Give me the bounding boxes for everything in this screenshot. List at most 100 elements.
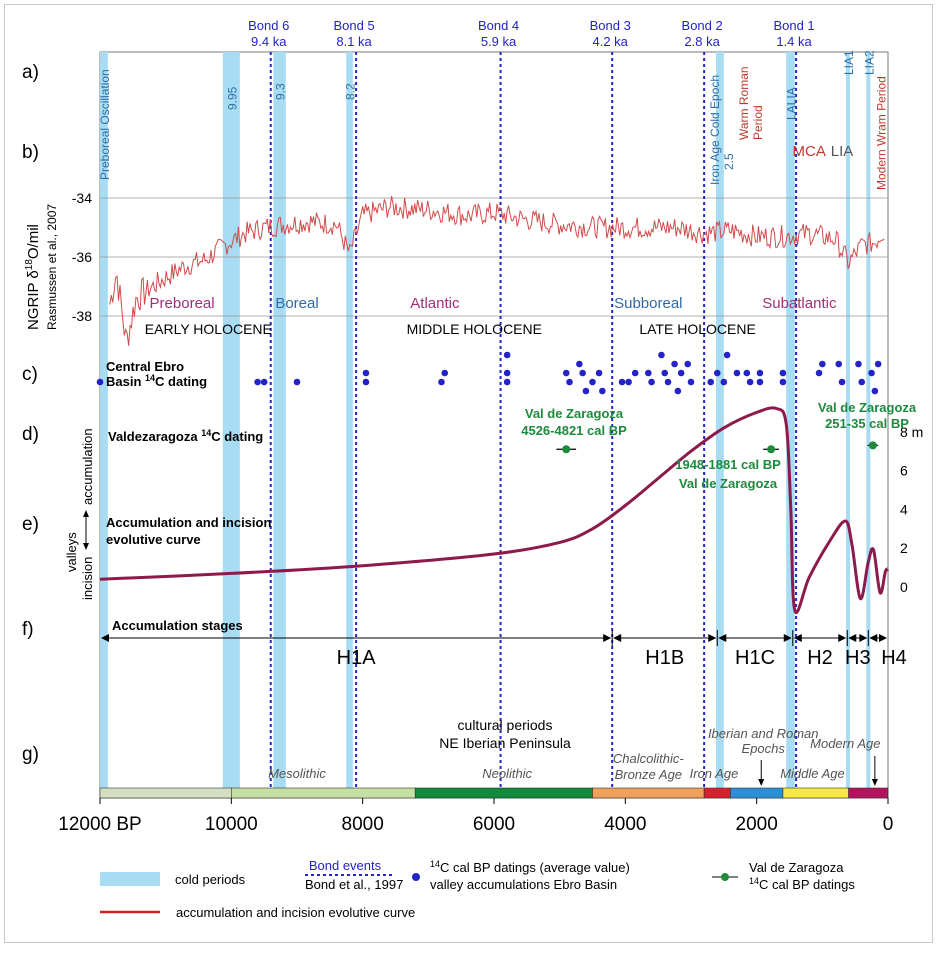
cold-period-label: Iron Age Cold Epoch: [708, 75, 722, 185]
row-letter: c): [22, 364, 38, 385]
cold-period-label: LIA1: [842, 50, 856, 75]
ebro-dating-point: [503, 369, 511, 377]
vz-label: 251-35 cal BP: [825, 416, 909, 431]
stage-arrow-head: [718, 634, 727, 642]
bond-event-name: Bond 1: [773, 18, 814, 33]
legend-ebro-marker: [412, 873, 420, 881]
ebro-dating-point: [645, 369, 652, 377]
cold-period-label: 9.3: [274, 83, 288, 100]
legend-c14-line2: valley accumulations Ebro Basin: [430, 877, 617, 892]
ebro-dating-point: [438, 378, 445, 386]
x-axis-tick-label: 2000: [736, 814, 778, 835]
bond-event-age: 4.2 ka: [592, 34, 628, 49]
x-axis-tick-label: 4000: [604, 814, 646, 835]
ebro-dating-point: [746, 378, 754, 386]
accumulation-curve-line: [99, 406, 890, 615]
stage-label: H1A: [337, 647, 377, 669]
stage-label: H3: [845, 647, 871, 669]
period-annotation: LIA: [831, 143, 854, 160]
ebro-dating-point: [576, 360, 583, 368]
axis-label-incision: incision: [80, 557, 95, 600]
vz-label: 1948-1881 cal BP: [675, 457, 781, 472]
legend-bond-title: Bond events: [309, 858, 382, 873]
ebro-dating-point: [441, 369, 449, 377]
cold-period-band: [100, 52, 108, 798]
ebro-dating-point: [756, 369, 764, 377]
ebro-dating-point: [779, 369, 787, 377]
vz-dating-point: [868, 441, 877, 450]
ebro-dating-point: [838, 378, 846, 386]
cultural-period-label: Chalcolithic-: [613, 751, 684, 766]
cultural-period-label: Mesolithic: [268, 766, 326, 781]
stage-arrow-head: [101, 634, 109, 642]
curve-tick-label: 2: [900, 540, 908, 556]
cold-period-label: LALIA: [784, 87, 798, 120]
cultural-period-bar: [703, 787, 731, 799]
ebro-dating-point: [658, 351, 665, 359]
ebro-dating-point: [293, 378, 301, 386]
stage-arrow-head: [859, 634, 868, 642]
period-annotation: Period: [751, 105, 765, 140]
curve-tick-label: 6: [900, 463, 908, 479]
cold-period-band: [222, 52, 240, 798]
ebro-dating-point: [566, 378, 573, 386]
ebro-dating-point: [871, 387, 879, 395]
ebro-dating-point: [625, 378, 632, 386]
ebro-dating-point: [779, 378, 787, 386]
cultural-period-bar: [231, 787, 416, 799]
legend-curve-label: accumulation and incision evolutive curv…: [176, 905, 415, 920]
stages-label: Accumulation stages: [112, 618, 243, 633]
cultural-period-bar: [592, 787, 705, 799]
epoch-label: MIDDLE HOLOCENE: [407, 321, 542, 337]
ebro-dating-point: [815, 369, 823, 377]
cold-period-label: LIA2: [862, 50, 876, 75]
ngrip-ylabel: NGRIP δ18O/mil: [24, 224, 42, 330]
ebro-dating-point: [874, 360, 882, 368]
cold-period-band: [845, 52, 850, 798]
cold-period-label: 8.2: [344, 83, 358, 100]
ebro-dating-point: [589, 378, 596, 386]
period-annotation: Warm Roman: [737, 66, 751, 140]
curve-tick-label: 0: [900, 579, 908, 595]
cultural-arrow-head: [758, 779, 765, 786]
stage-label: H1B: [645, 647, 684, 669]
ngrip-tick-label: -36: [72, 249, 92, 265]
cultural-title: NE Iberian Peninsula: [439, 735, 571, 751]
ebro-dating-point: [503, 351, 511, 359]
climate-period-label: Atlantic: [410, 295, 460, 312]
vz-label: Val de Zaragoza: [525, 406, 624, 421]
bond-event-name: Bond 2: [682, 18, 723, 33]
ebro-dating-point: [733, 369, 741, 377]
x-axis-tick-label: 12000 BP: [58, 814, 141, 835]
ebro-dating-point: [707, 378, 714, 386]
ebro-dating-point: [756, 378, 764, 386]
x-axis-tick-label: 6000: [473, 814, 515, 835]
legend-cold-swatch: [100, 872, 160, 886]
stage-arrow-head: [603, 634, 612, 642]
ebro-dating-point: [723, 351, 731, 359]
legend-bond-ref: Bond et al., 1997: [305, 877, 403, 892]
axis-label-accumulation: accumulation: [80, 428, 95, 505]
vz-label: Val de Zaragoza: [679, 476, 778, 491]
cultural-period-bar: [414, 787, 593, 799]
axis-arrow-head: [83, 510, 89, 517]
climate-period-label: Subatlantic: [762, 295, 837, 312]
ebro-dating-point: [671, 360, 678, 368]
cultural-period-bar: [848, 787, 889, 799]
ebro-dating-label: Basin 14C dating: [106, 373, 207, 389]
bond-event-age: 5.9 ka: [481, 34, 517, 49]
vz-dating-point: [767, 445, 776, 454]
curve-label: evolutive curve: [106, 532, 201, 547]
ebro-dating-point: [599, 387, 606, 395]
ebro-dating-point: [562, 369, 570, 377]
bond-event-age: 2.8 ka: [684, 34, 720, 49]
cultural-period-label: Middle Age: [780, 766, 845, 781]
bond-event-age: 1.4 ka: [776, 34, 812, 49]
ebro-dating-point: [260, 378, 268, 386]
curve-label: Accumulation and incision: [106, 515, 271, 530]
vz-label: 4526-4821 cal BP: [521, 423, 627, 438]
plot-frame: [99, 51, 889, 799]
ebro-dating-point: [684, 360, 692, 368]
cultural-period-bar: [782, 787, 849, 799]
